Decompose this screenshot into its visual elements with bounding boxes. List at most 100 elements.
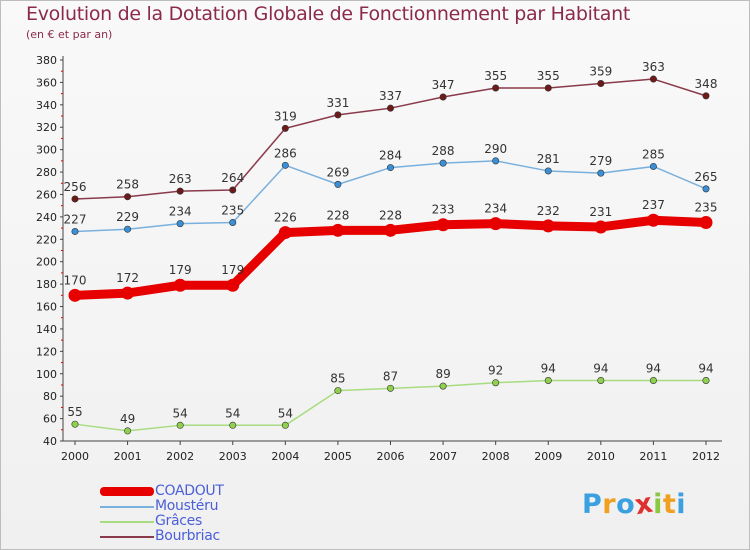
data-label-graces: 49	[120, 412, 135, 426]
data-label-mousteru: 227	[64, 212, 87, 226]
data-label-bourbriac: 347	[432, 78, 455, 92]
legend-label: Grâces	[155, 513, 202, 529]
x-tick-label: 2007	[429, 450, 457, 463]
data-label-coadout: 237	[642, 198, 665, 212]
data-label-coadout: 179	[169, 263, 192, 277]
data-label-coadout: 234	[484, 202, 507, 216]
data-point-mousteru	[439, 159, 447, 167]
legend-label: Moustéru	[155, 498, 219, 514]
logo-letter: P	[582, 489, 603, 520]
x-tick-label: 2001	[114, 450, 142, 463]
y-tick-label: 280	[36, 166, 57, 179]
data-point-bourbriac	[229, 186, 237, 194]
data-label-coadout: 179	[221, 263, 244, 277]
data-point-mousteru	[124, 225, 132, 233]
data-label-bourbriac: 337	[379, 89, 402, 103]
data-point-coadout	[173, 278, 187, 292]
data-point-bourbriac	[702, 92, 710, 100]
data-label-bourbriac: 363	[642, 60, 665, 74]
data-label-mousteru: 234	[169, 205, 192, 219]
data-labels-layer: 227 229 234 235 286 269 284 288 290 281 279 285 265 5…	[64, 60, 718, 426]
data-point-mousteru	[597, 169, 605, 177]
data-label-graces: 54	[173, 406, 188, 420]
data-label-graces: 89	[435, 367, 450, 381]
y-tick-label: 340	[36, 99, 57, 112]
y-tick-label: 320	[36, 121, 57, 134]
data-label-mousteru: 229	[116, 210, 139, 224]
x-tick-label: 2011	[639, 450, 667, 463]
data-point-coadout	[226, 278, 240, 292]
x-tick-label: 2004	[271, 450, 299, 463]
data-label-graces: 94	[593, 361, 608, 375]
data-point-coadout	[489, 217, 503, 231]
data-point-mousteru	[229, 218, 237, 226]
logo-letter: r	[602, 489, 617, 520]
data-point-graces	[281, 421, 289, 429]
data-label-graces: 87	[383, 369, 398, 383]
legend-label: COADOUT	[155, 483, 224, 499]
x-tick-label: 2008	[482, 450, 510, 463]
data-label-bourbriac: 319	[274, 109, 297, 123]
data-label-coadout: 228	[326, 208, 349, 222]
data-point-bourbriac	[334, 111, 342, 119]
data-point-bourbriac	[124, 193, 132, 201]
data-point-mousteru	[544, 167, 552, 175]
legend: COADOUT Moustéru Grâces Bourbriac	[100, 483, 320, 544]
data-label-bourbriac: 264	[221, 171, 244, 185]
data-point-graces	[439, 382, 447, 390]
data-label-bourbriac: 355	[484, 69, 507, 83]
data-point-coadout	[278, 226, 292, 240]
data-label-graces: 94	[646, 361, 661, 375]
data-label-bourbriac: 258	[116, 178, 139, 192]
data-label-mousteru: 235	[221, 203, 244, 217]
x-tick-label: 2003	[219, 450, 247, 463]
data-point-bourbriac	[176, 187, 184, 195]
data-label-coadout: 228	[379, 208, 402, 222]
data-label-bourbriac: 256	[64, 180, 87, 194]
data-point-bourbriac	[281, 124, 289, 132]
data-point-bourbriac	[544, 84, 552, 92]
data-point-graces	[176, 421, 184, 429]
series-layer	[68, 75, 713, 435]
x-tick-label: 2000	[61, 450, 89, 463]
data-point-graces	[597, 376, 605, 384]
data-label-graces: 54	[278, 406, 293, 420]
data-label-mousteru: 285	[642, 147, 665, 161]
y-tick-label: 80	[43, 390, 57, 403]
data-label-coadout: 235	[695, 200, 718, 214]
logo-letter: i	[676, 489, 687, 520]
data-point-graces	[492, 379, 500, 387]
data-point-mousteru	[386, 164, 394, 172]
chart-title: Evolution de la Dotation Globale de Fonc…	[26, 3, 631, 25]
data-label-bourbriac: 263	[169, 172, 192, 186]
legend-swatch	[100, 487, 154, 496]
y-tick-label: 180	[36, 278, 57, 291]
data-label-graces: 55	[67, 405, 82, 419]
data-label-bourbriac: 355	[537, 69, 560, 83]
legend-item-graces: Grâces	[100, 513, 320, 529]
data-point-coadout	[646, 213, 660, 227]
data-point-coadout	[541, 219, 555, 233]
data-point-coadout	[384, 223, 397, 237]
data-label-mousteru: 279	[589, 154, 612, 168]
data-point-mousteru	[702, 185, 710, 193]
y-tick-label: 160	[36, 301, 57, 314]
data-point-graces	[649, 376, 657, 384]
data-point-mousteru	[281, 161, 289, 169]
legend-swatch	[100, 536, 154, 538]
logo-letter: i	[653, 489, 663, 520]
data-point-coadout	[436, 218, 450, 232]
data-label-bourbriac: 359	[589, 65, 612, 79]
data-label-coadout: 170	[64, 273, 87, 287]
data-point-graces	[334, 387, 342, 395]
data-point-graces	[71, 420, 79, 428]
x-tick-label: 2005	[324, 450, 352, 463]
data-point-graces	[702, 376, 710, 384]
data-label-coadout: 172	[116, 271, 139, 285]
y-tick-label: 380	[36, 54, 57, 67]
data-label-coadout: 226	[274, 211, 297, 225]
data-point-coadout	[68, 288, 82, 302]
data-label-mousteru: 290	[484, 142, 507, 156]
